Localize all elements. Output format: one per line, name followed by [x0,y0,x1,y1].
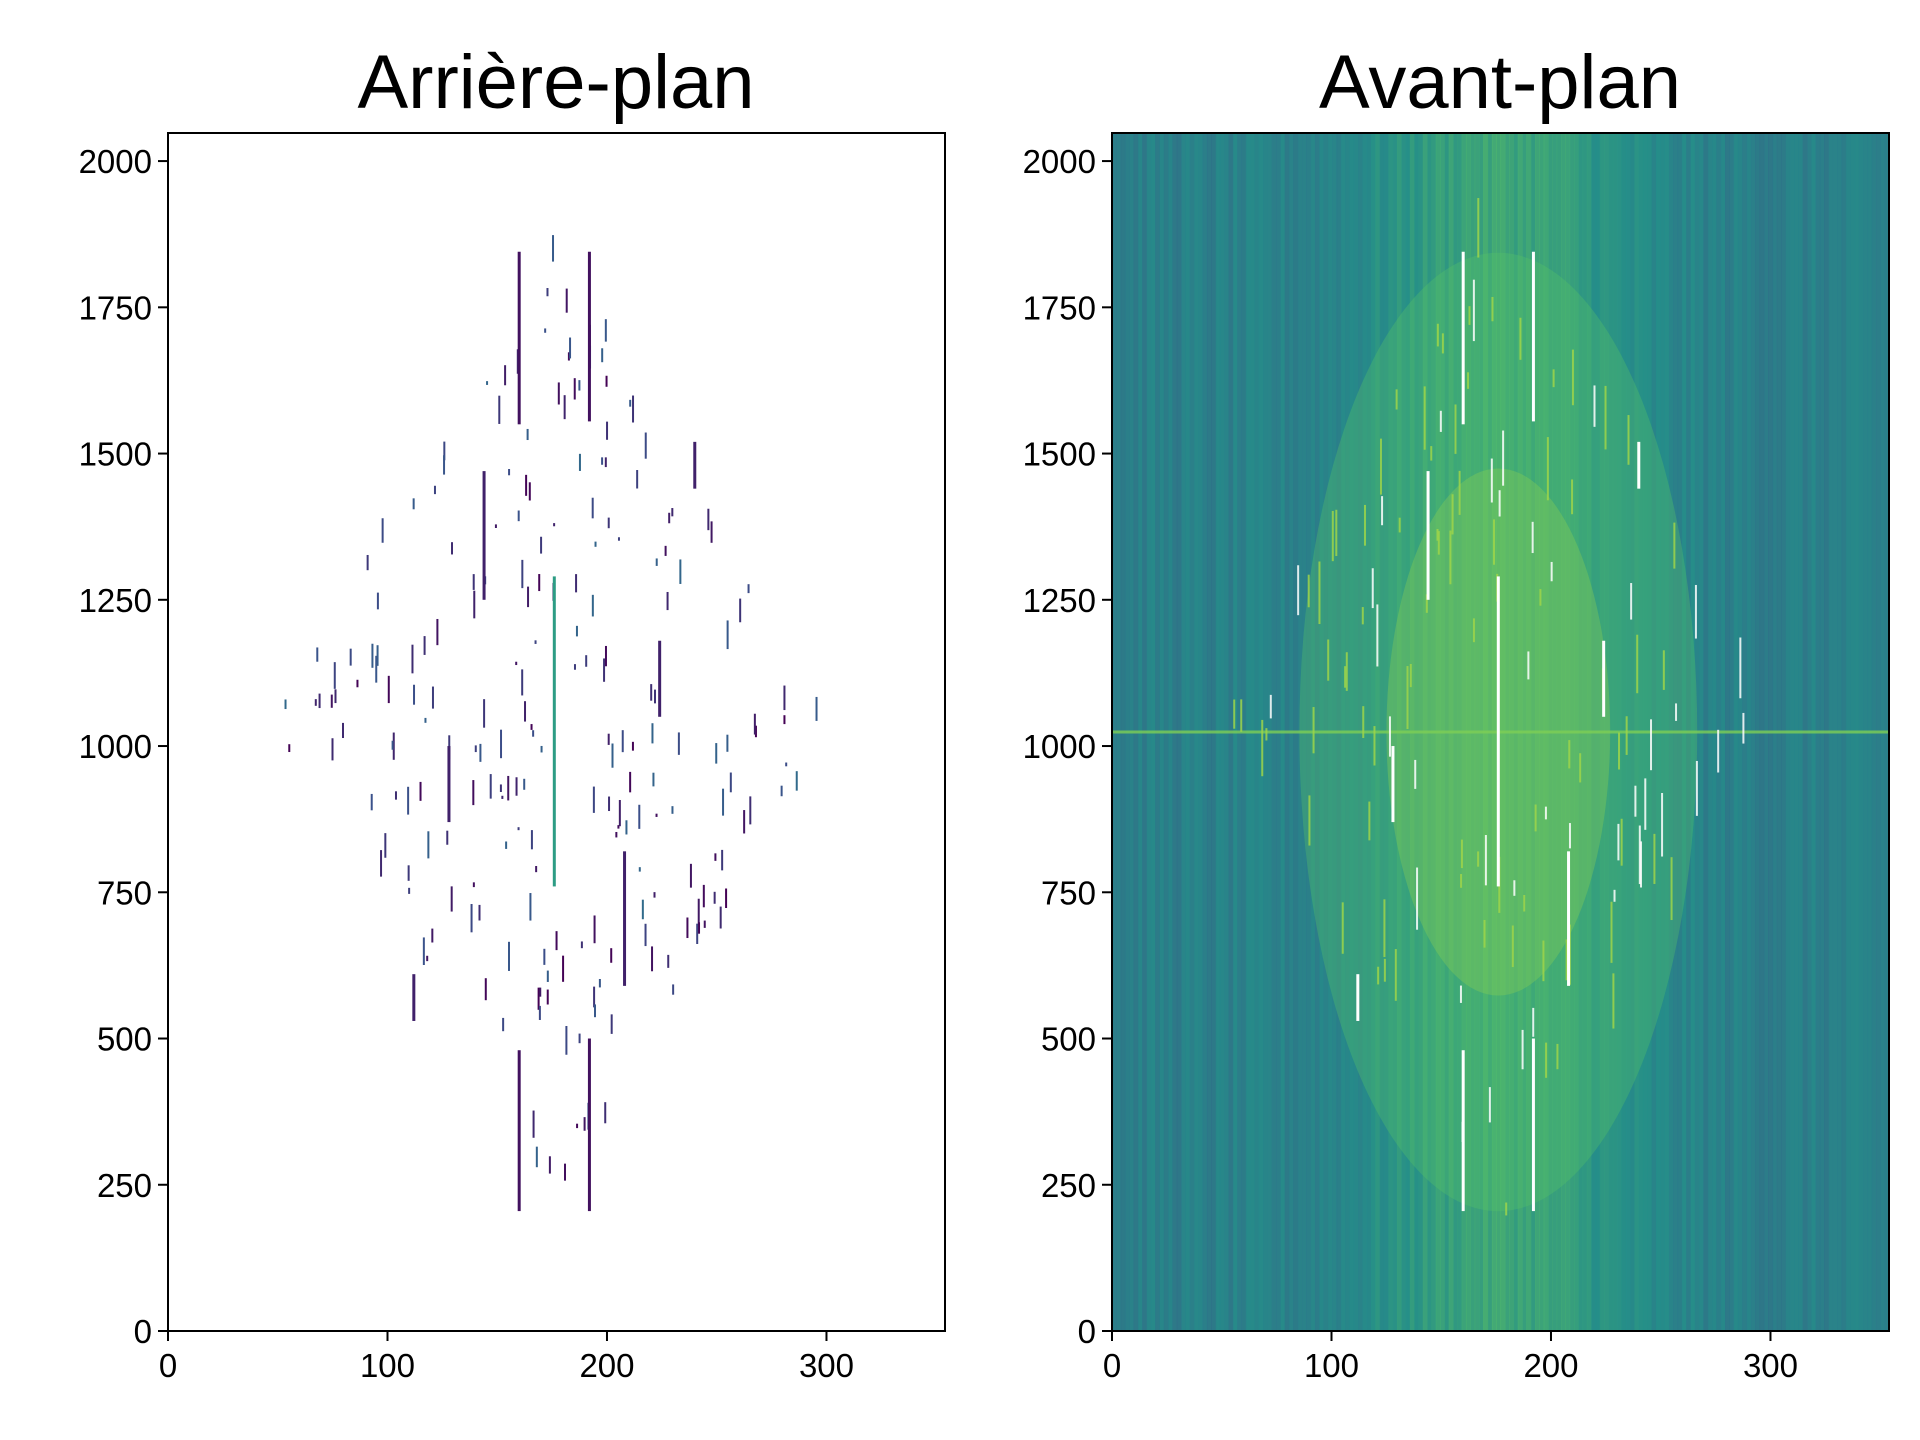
y-tick-label: 250 [97,1167,152,1204]
panel-title: Arrière-plan [357,40,754,125]
y-tick-label: 0 [1078,1313,1096,1350]
stripe [1637,441,1641,489]
y-tick-label: 1250 [79,582,152,619]
stripe [1531,1038,1535,1212]
x-tick-label: 200 [579,1347,634,1384]
panel-title: Avant-plan [1319,40,1681,125]
stripe [1602,640,1606,717]
heatmap-area [1112,133,1889,1331]
y-tick-label: 500 [1041,1021,1096,1058]
y-tick-label: 1750 [79,289,152,326]
stripe [1391,746,1395,823]
y-tick-label: 2000 [1023,143,1096,180]
stripe [658,640,662,717]
y-tick-label: 750 [1041,874,1096,911]
y-tick-label: 2000 [79,143,152,180]
y-tick-label: 1000 [1023,728,1096,765]
stripe [1531,251,1535,422]
stripe [412,974,416,1021]
stripe [587,1038,591,1212]
y-tick-label: 500 [97,1021,152,1058]
x-tick-label: 300 [1743,1347,1798,1384]
stripe [1567,851,1571,986]
stripe [693,441,697,489]
stripe [517,1050,521,1212]
y-tick-label: 750 [97,874,152,911]
stripe [1461,251,1465,425]
plot-frame [1111,132,1890,1332]
stripe [1426,471,1430,600]
x-tick-label: 100 [360,1347,415,1384]
stripe [447,746,451,823]
heatmap-area [168,133,945,1331]
x-tick-label: 0 [1103,1347,1121,1384]
plot-frame [167,132,946,1332]
stripe [1356,974,1360,1021]
y-tick-label: 0 [134,1313,152,1350]
panel-foreground-plot: Avant-plan 0 100 200 300 0 250 500 750 1000 1250 1… [1023,40,1890,1384]
y-tick-label: 1500 [1023,436,1096,473]
stripe [482,471,486,600]
stripe [1461,1050,1465,1212]
heatmap-background [168,133,945,1331]
panel-background-plot: Arrière-plan 0 100 200 300 0 250 500 750 1000 125… [79,40,946,1384]
stripe [552,576,556,887]
y-tick-label: 1000 [79,728,152,765]
x-tick-label: 100 [1304,1347,1359,1384]
x-tick-label: 300 [799,1347,854,1384]
stripe [623,851,627,986]
y-tick-label: 1500 [79,436,152,473]
y-tick-label: 250 [1041,1167,1096,1204]
stripe [1496,576,1500,887]
axes: 0 100 200 300 0 250 500 750 1000 1250 1500 1750 2000 [79,143,854,1384]
stripe [587,251,591,422]
x-tick-label: 0 [159,1347,177,1384]
y-tick-label: 1250 [1023,582,1096,619]
axes: 0 100 200 300 0 250 500 750 1000 1250 1500 1750 2000 [1023,143,1798,1384]
y-tick-label: 1750 [1023,289,1096,326]
stripe [517,251,521,425]
x-tick-label: 200 [1523,1347,1578,1384]
